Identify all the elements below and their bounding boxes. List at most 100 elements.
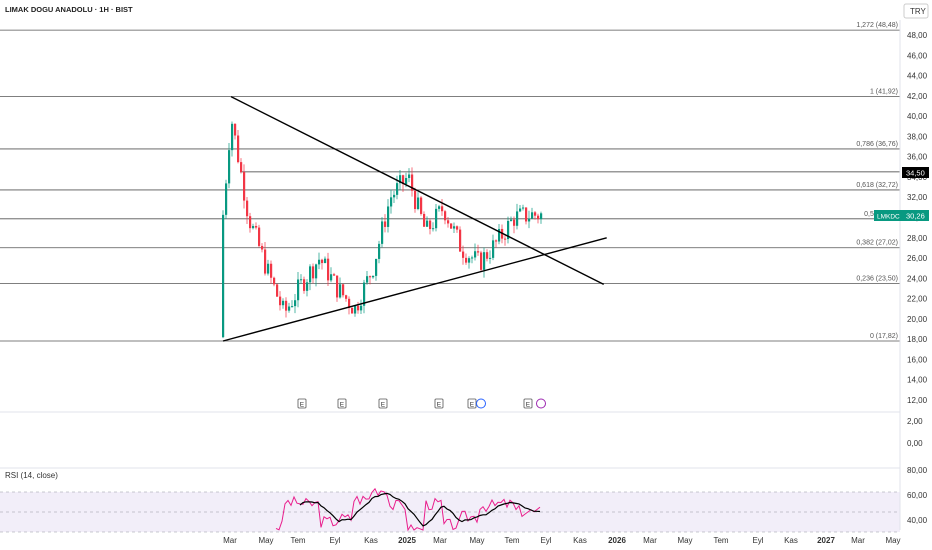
price-tick: 14,00 xyxy=(907,376,928,385)
candle-body xyxy=(405,178,408,185)
candle-body xyxy=(435,208,438,229)
candle-body xyxy=(321,259,324,264)
candle-body xyxy=(342,284,345,296)
fib-label: 0,236 (23,50) xyxy=(856,275,898,282)
candle-body xyxy=(387,206,390,227)
candle-body xyxy=(456,226,459,230)
candle-body xyxy=(276,284,279,297)
rsi-ma-line xyxy=(299,492,541,527)
candle-body xyxy=(222,214,225,338)
rsi-tick: 60,00 xyxy=(907,491,928,500)
candle-body xyxy=(408,174,411,179)
candles xyxy=(222,121,543,339)
candle-body xyxy=(246,200,249,217)
candle-body xyxy=(300,279,303,281)
earnings-marker xyxy=(523,398,533,409)
time-tick: 2027 xyxy=(817,536,835,545)
candle-body xyxy=(339,284,342,298)
currency-label[interactable]: TRY xyxy=(910,7,927,16)
candle-body xyxy=(282,300,285,306)
candle-body xyxy=(516,211,519,226)
candle-body xyxy=(363,282,366,306)
candle-body xyxy=(480,252,483,270)
time-tick: Mar xyxy=(223,536,237,545)
candle-body xyxy=(525,207,528,222)
candle-body xyxy=(369,276,372,278)
candle-body xyxy=(495,240,498,242)
upper-trendline xyxy=(230,96,605,286)
currency-button-frame[interactable] xyxy=(903,3,929,19)
candle-body xyxy=(252,225,255,229)
earnings-marker-label: E xyxy=(526,401,531,408)
candle-body xyxy=(237,135,240,163)
symbol-badge-text: LMKDC xyxy=(877,214,900,221)
split-icon xyxy=(536,398,546,409)
earnings-marker-label: E xyxy=(381,401,386,408)
candle-body xyxy=(444,211,447,221)
candle-body xyxy=(447,220,450,224)
candle-body xyxy=(432,228,435,230)
fib-label: 0,382 (27,02) xyxy=(856,240,898,247)
candle-body xyxy=(399,175,402,184)
candle-body xyxy=(258,227,261,246)
candle-body xyxy=(294,300,297,307)
time-tick: May xyxy=(677,536,692,545)
candle-body xyxy=(264,249,267,274)
fib-label: 0,786 (36,76) xyxy=(856,141,898,148)
candle-body xyxy=(375,258,378,276)
candle-body xyxy=(348,298,351,309)
price-tick: 36,00 xyxy=(907,153,928,162)
candle-body xyxy=(255,225,258,228)
price-tick: 18,00 xyxy=(907,335,928,344)
price-tick: 20,00 xyxy=(907,315,928,324)
price-tick: 2,00 xyxy=(907,417,923,426)
candle-body xyxy=(228,150,231,184)
time-axis: Mar May Tem Eyl Kas 2025 Mar May Tem Eyl Kas 2026 Ma… xyxy=(223,536,900,545)
candle-body xyxy=(504,238,507,240)
time-tick: Mar xyxy=(433,536,447,545)
earnings-marker xyxy=(434,398,444,409)
candle-body xyxy=(354,305,357,314)
fib-label: 1 (41,92) xyxy=(870,89,898,96)
candle-body xyxy=(426,220,429,227)
time-tick: May xyxy=(258,536,273,545)
price-tick: 40,00 xyxy=(907,112,928,121)
time-tick: Tem xyxy=(504,536,519,545)
earnings-marker xyxy=(297,398,307,409)
price-tick: 46,00 xyxy=(907,51,928,60)
candle-body xyxy=(327,258,330,281)
candle-body xyxy=(270,263,273,278)
candle-body xyxy=(477,251,480,253)
candle-body xyxy=(423,213,426,227)
candle-body xyxy=(507,220,510,240)
candle-body xyxy=(288,306,291,311)
time-tick: 2026 xyxy=(608,536,626,545)
candle-body xyxy=(402,175,405,185)
time-tick: May xyxy=(885,536,900,545)
candle-body xyxy=(240,162,243,173)
candle-body xyxy=(498,228,501,242)
price-tick: 32,00 xyxy=(907,193,928,202)
fib-levels: 1,272 (48,48) 1 (41,92) 0,786 (36,76) 0,618… xyxy=(0,22,900,342)
price-tick: 26,00 xyxy=(907,254,928,263)
fib-label: 0 (17,82) xyxy=(870,333,898,340)
candle-body xyxy=(372,275,375,278)
rsi-label: RSI (14, close) xyxy=(5,471,58,480)
candle-body xyxy=(471,257,474,259)
candle-body xyxy=(513,219,516,226)
candle-body xyxy=(540,213,543,220)
candle-body xyxy=(336,275,339,298)
candle-body xyxy=(279,296,282,306)
candle-body xyxy=(420,197,423,214)
candle-body xyxy=(519,208,522,212)
price-tick: 38,00 xyxy=(907,132,928,141)
last-price-badge xyxy=(902,210,929,221)
earnings-marker-label: E xyxy=(340,401,345,408)
candle-body xyxy=(450,223,453,229)
price-tick: 48,00 xyxy=(907,31,928,40)
triangle-lines xyxy=(222,96,607,342)
candle-body xyxy=(381,221,384,244)
candle-body xyxy=(234,123,237,136)
candle-body xyxy=(522,207,525,209)
